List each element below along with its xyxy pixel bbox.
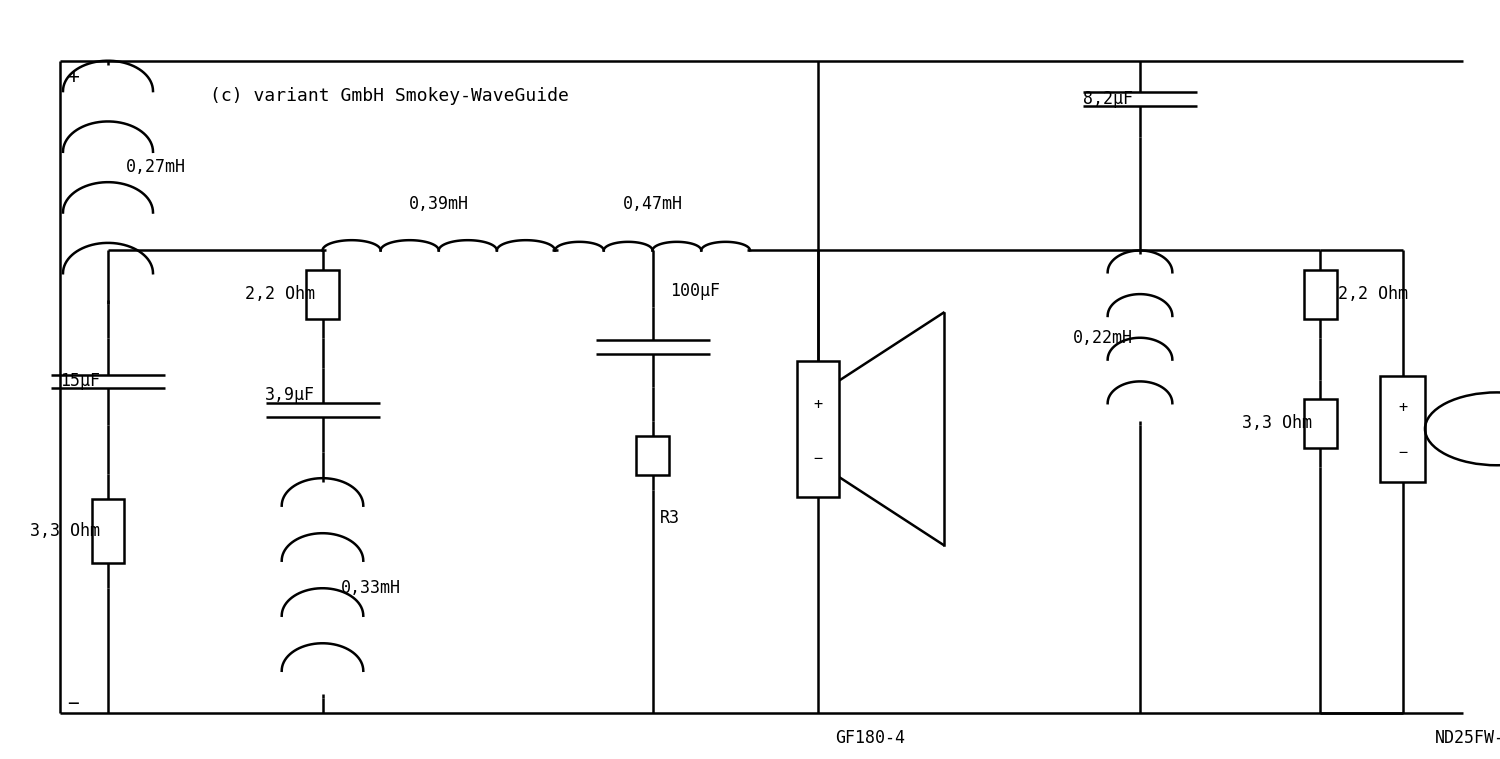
Text: +: +	[68, 68, 80, 87]
Text: ND25FW-4: ND25FW-4	[1434, 729, 1500, 747]
Text: 0,33mH: 0,33mH	[340, 579, 400, 597]
Text: 15μF: 15μF	[60, 373, 100, 390]
Bar	[1304, 398, 1336, 448]
Text: 3,9μF: 3,9μF	[266, 386, 315, 404]
Text: 3,3 Ohm: 3,3 Ohm	[30, 522, 100, 540]
Bar	[796, 361, 838, 497]
Text: 2,2 Ohm: 2,2 Ohm	[244, 285, 315, 303]
Text: 0,27mH: 0,27mH	[126, 158, 186, 176]
Text: GF180-4: GF180-4	[836, 729, 904, 747]
Bar	[1304, 269, 1336, 319]
Bar	[1380, 376, 1425, 482]
Text: 8,2μF: 8,2μF	[1083, 90, 1132, 108]
Bar	[92, 499, 124, 563]
Text: 2,2 Ohm: 2,2 Ohm	[1338, 285, 1408, 303]
Text: (c) variant GmbH Smokey-WaveGuide: (c) variant GmbH Smokey-WaveGuide	[210, 87, 568, 106]
Text: 0,47mH: 0,47mH	[622, 194, 682, 213]
Text: 0,22mH: 0,22mH	[1072, 329, 1132, 347]
Text: −: −	[1398, 445, 1407, 460]
Bar	[636, 436, 669, 474]
Text: +: +	[813, 397, 822, 411]
Text: R3: R3	[660, 509, 680, 527]
Text: −: −	[68, 694, 80, 713]
Text: 100μF: 100μF	[670, 282, 720, 300]
Text: 0,39mH: 0,39mH	[408, 194, 468, 213]
Text: −: −	[813, 452, 822, 466]
Bar	[306, 269, 339, 319]
Text: 3,3 Ohm: 3,3 Ohm	[1242, 414, 1312, 432]
Text: +: +	[1398, 400, 1407, 415]
